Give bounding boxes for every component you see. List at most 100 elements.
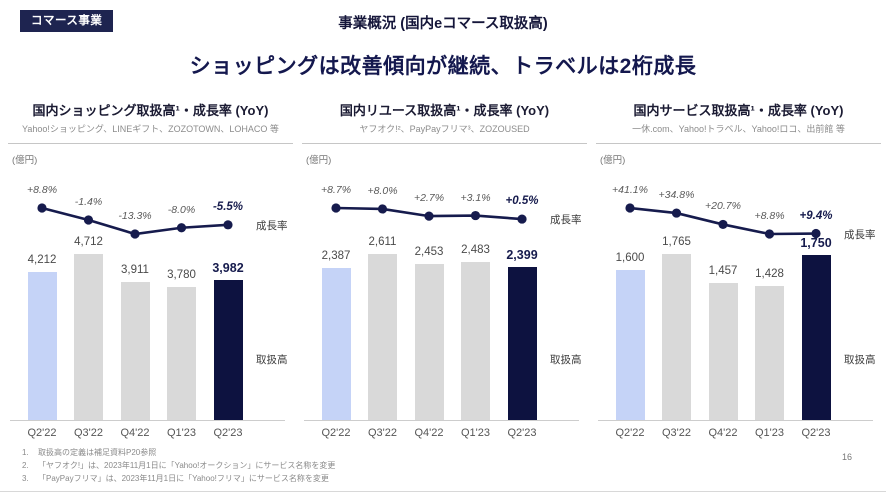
bar-Q3'22 <box>368 254 397 420</box>
x-axis-label: Q2'22 <box>615 427 645 439</box>
bar-value-label: 4,712 <box>74 236 103 248</box>
growth-rate-label: +0.5% <box>505 195 539 208</box>
divider <box>8 143 293 144</box>
footnote-1: 1. 取扱高の定義は補足資料P20参照 <box>22 446 335 459</box>
line-point <box>424 211 434 221</box>
bar-Q2'22 <box>27 272 57 420</box>
x-axis-label: Q3'22 <box>73 427 104 439</box>
line-point <box>176 223 187 233</box>
x-axis-label: Q2'23 <box>507 427 537 439</box>
growth-line-chart <box>331 203 527 224</box>
x-axis-line <box>10 420 285 421</box>
bar-value-label: 1,457 <box>708 265 738 277</box>
x-axis-label: Q4'22 <box>414 427 444 439</box>
growth-rate-series-label: 成長率 <box>844 228 876 241</box>
bar-Q2'22 <box>615 270 645 420</box>
chart-column-services: 国内サービス取扱高¹・成長率 (YoY) 一休.com、Yahoo!トラベル、Y… <box>596 100 881 442</box>
growth-rate-label: +20.7% <box>705 200 741 213</box>
x-axis-line <box>304 420 579 421</box>
x-axis-label: Q4'22 <box>708 427 738 439</box>
bar-Q2'23 <box>213 280 243 420</box>
growth-rate-series-label: 成長率 <box>256 219 288 232</box>
line-point <box>764 229 775 239</box>
growth-rate-series-label: 成長率 <box>550 214 582 227</box>
bar-value-label: 2,453 <box>414 246 444 258</box>
bar-Q4'22 <box>120 282 150 420</box>
bar-Q4'22 <box>414 264 444 420</box>
x-axis-label: Q2'23 <box>801 427 831 439</box>
line-point <box>625 203 635 213</box>
chart-title: 国内ショッピング取扱高¹・成長率 (YoY) <box>32 103 269 118</box>
growth-rate-label: +34.8% <box>658 189 695 202</box>
x-axis-label: Q4'22 <box>120 427 150 439</box>
charts-row: 国内ショッピング取扱高¹・成長率 (YoY) Yahoo!ショッピング、LINE… <box>8 100 881 442</box>
volume-series-label: 取扱高 <box>550 354 582 366</box>
line-point <box>130 229 140 239</box>
x-axis-label: Q3'22 <box>661 427 692 439</box>
bar-Q2'23 <box>801 255 831 420</box>
unit-label: (億円) <box>600 155 626 166</box>
growth-rate-label: +3.1% <box>460 191 491 204</box>
unit-label: (億円) <box>306 155 332 166</box>
chart-subtitle: Yahoo!ショッピング、LINEギフト、ZOZOTOWN、LOHACO 等 <box>22 124 279 134</box>
growth-rate-label: +8.8% <box>26 184 58 196</box>
x-axis-line <box>598 420 873 421</box>
growth-rate-label: -1.4% <box>74 196 103 208</box>
bar-Q3'22 <box>74 254 103 420</box>
divider <box>302 143 587 144</box>
bar-value-label: 1,765 <box>662 236 691 248</box>
growth-rate-label: +2.7% <box>413 192 445 205</box>
bar-value-label: 3,911 <box>121 264 149 276</box>
growth-rate-label: -13.3% <box>118 210 152 222</box>
volume-series-label: 取扱高 <box>256 354 288 366</box>
bar-value-label: 2,483 <box>461 244 490 256</box>
footnotes: 1. 取扱高の定義は補足資料P20参照 2. 「ヤフオク!」は、2023年11月… <box>22 446 335 485</box>
x-axis-label: Q2'22 <box>27 427 57 439</box>
footnote-number: 3. <box>22 474 29 483</box>
divider <box>596 143 881 144</box>
growth-rate-label: +8.8% <box>754 210 785 222</box>
section-badge: コマース事業 <box>20 10 114 32</box>
line-point <box>470 210 481 221</box>
growth-rate-label: +8.0% <box>367 184 398 197</box>
growth-line-chart <box>625 203 821 239</box>
line-point <box>377 204 388 214</box>
slide-title: 事業概況 (国内eコマース取扱高) <box>338 16 548 32</box>
line-point <box>671 208 682 218</box>
growth-line-chart <box>37 203 233 239</box>
line-point <box>331 203 341 213</box>
bar-value-label: 1,600 <box>615 252 645 264</box>
footnote-text: 「ヤフオク!」は、2023年11月1日に「Yahoo!オークション」にサービス名… <box>38 461 336 470</box>
bar-value-label: 1,750 <box>800 236 832 250</box>
chart-title: 国内サービス取扱高¹・成長率 (YoY) <box>633 103 844 118</box>
chart-column-reuse: 国内リユース取扱高¹・成長率 (YoY) ヤフオク!²、PayPayフリマ³、Z… <box>302 100 587 442</box>
growth-rate-label: +9.4% <box>799 209 833 222</box>
plot-area-shopping: 4,212 +8.8% Q2'22 4,712 -1.4% Q3'22 3,911 -13.3… <box>8 166 293 442</box>
growth-rate-label: -8.0% <box>167 203 196 216</box>
chart-column-shopping: 国内ショッピング取扱高¹・成長率 (YoY) Yahoo!ショッピング、LINE… <box>8 100 293 442</box>
chart-title: 国内リユース取扱高¹・成長率 (YoY) <box>339 103 550 118</box>
unit-label: (億円) <box>12 155 38 166</box>
plot-area-reuse: 2,387 +8.7% Q2'22 2,611 +8.0% Q3'22 2,453 +2.7%… <box>302 166 587 442</box>
x-axis-label: Q3'22 <box>367 427 398 439</box>
bar-value-label: 3,982 <box>212 261 244 275</box>
bar-value-label: 2,611 <box>368 236 397 248</box>
footnote-2: 2. 「ヤフオク!」は、2023年11月1日に「Yahoo!オークション」にサー… <box>22 459 335 472</box>
volume-series-label: 取扱高 <box>844 354 876 366</box>
line-point <box>811 228 821 239</box>
bar-value-label: 1,428 <box>755 268 784 280</box>
bar-Q3'22 <box>662 254 691 420</box>
line-point <box>223 220 233 230</box>
bar-value-label: 3,780 <box>167 269 196 281</box>
bar-Q1'23 <box>167 287 196 420</box>
bar-Q1'23 <box>461 262 490 420</box>
footnote-3: 3. 「PayPayフリマ」は、2023年11月1日に「Yahoo!フリマ」にサ… <box>22 472 335 485</box>
line-point <box>83 215 94 225</box>
x-axis-label: Q2'22 <box>321 427 351 439</box>
line-point <box>37 203 47 213</box>
x-axis-label: Q2'23 <box>213 427 243 439</box>
bar-Q1'23 <box>755 286 784 420</box>
chart-subtitle: 一休.com、Yahoo!トラベル、Yahoo!ロコ、出前館 等 <box>632 124 845 134</box>
chart-subtitle: ヤフオク!²、PayPayフリマ³、ZOZOUSED <box>359 124 530 134</box>
line-point <box>718 219 728 230</box>
